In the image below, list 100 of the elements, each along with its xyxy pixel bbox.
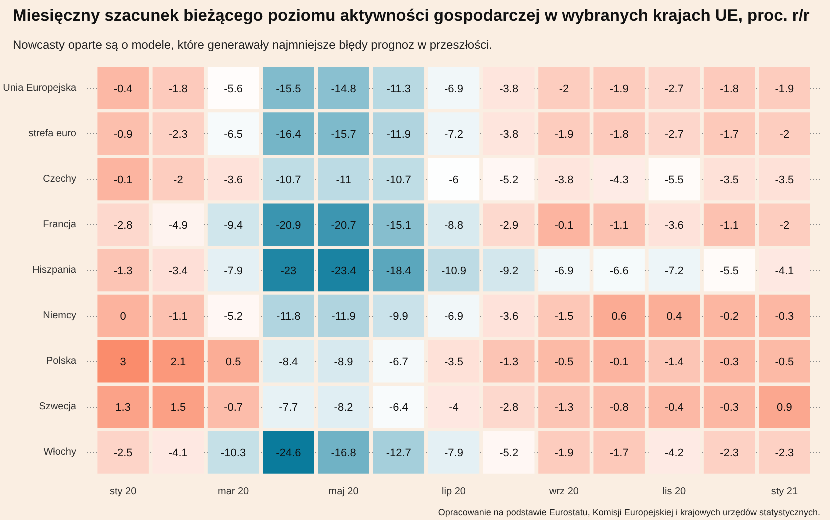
data-label: -6.9 [554,266,574,278]
data-label: -1.7 [720,128,740,141]
data-label: -14.8 [331,83,356,96]
text: Opracowanie na podstawie Eurostatu, Komisji Europejskiej i krajowych urzędów statystycznych. [438,508,820,518]
data-label: -1.1 [168,311,188,324]
data-label: -0.3 [720,356,740,369]
y-tick-label: Francja [43,219,77,230]
data-label: -0.3 [720,402,740,414]
data-label: -1.4 [664,356,684,369]
data-label: -0.9 [114,128,133,141]
data-label: -8.4 [279,356,298,369]
data-label: -1.5 [554,311,574,324]
data-label: -3.6 [664,220,684,232]
data-label: -1.8 [720,83,740,96]
data-label: -3.8 [500,83,519,96]
data-label: -3.5 [720,174,740,186]
data-label: -3.6 [500,311,519,324]
data-label: 0.6 [612,311,627,324]
data-label: -1.3 [114,266,133,278]
data-label: -7.7 [279,402,298,414]
data-label: -5.2 [500,174,519,186]
data-label: -11.9 [332,311,356,324]
data-label: 1.5 [170,402,186,414]
data-label: -24.6 [276,448,302,460]
data-label: -1.7 [610,448,629,460]
data-label: -2.8 [500,402,519,414]
data-label: -0.3 [775,311,794,324]
chart-subtitle: Nowcasty oparte są o modele, które generawały najmniejsze błędy prognoz w przeszłości. [13,37,493,54]
x-tick-label: sty 20 [110,486,138,498]
data-label: -2 [174,174,184,186]
data-label: -6.6 [610,266,629,278]
data-label: -1.8 [168,83,188,96]
x-tick-label: wrz 20 [548,486,580,498]
data-label: -9.2 [500,266,519,278]
data-label: -8.2 [334,402,354,414]
data-label: -6.7 [389,356,408,369]
data-label: -16.4 [276,128,302,141]
data-label: -4.1 [168,448,188,460]
data-label: -2.5 [114,448,133,460]
data-label: -10.7 [276,174,302,186]
data-label: -5.5 [664,174,684,186]
data-label: -6.5 [224,128,244,141]
data-label: -7.2 [664,266,684,278]
data-label: -2.8 [114,220,133,232]
x-tick-label: mar 20 [218,486,250,498]
data-label: -0.5 [775,356,794,369]
y-tick-label: Polska [46,356,77,368]
data-label: -16.8 [331,448,356,460]
data-label: -4.2 [664,448,684,460]
data-label: -0.4 [664,402,684,414]
data-label: -10.9 [441,266,467,278]
x-tick-label: lip 20 [442,486,466,498]
data-label: -10.7 [386,174,412,186]
data-label: -3.5 [775,174,794,186]
x-tick-label: lis 20 [662,486,687,498]
data-label: -1.9 [775,83,794,96]
x-tick-label: sty 21 [771,486,798,498]
y-tick-label: Hiszpania [32,265,77,276]
data-label: -9.4 [224,220,244,232]
data-label: -12.7 [386,448,412,460]
data-label: -2 [559,83,570,96]
data-label: -4 [449,402,459,414]
y-tick-label: Niemcy [43,310,77,322]
data-label: -10.3 [221,448,246,460]
data-label: -1.9 [610,83,629,96]
data-label: -0.7 [224,402,244,414]
data-label: -8.9 [334,356,354,369]
chart-title: Miesięczny szacunek bieżącego poziomu aktywności gospodarczej w wybranych krajach UE, proc. r/r [13,6,810,27]
data-label: 0.5 [226,356,242,369]
data-label: -11.9 [386,128,412,141]
data-label: -5.2 [224,311,244,324]
data-label: -11.8 [276,311,301,324]
data-label: -1.1 [720,220,740,232]
data-label: -0.8 [610,402,629,414]
data-label: -11.3 [386,83,412,96]
data-label: -0.2 [720,311,740,324]
data-label: -6 [449,174,459,186]
data-label: -23.4 [331,266,356,278]
data-label: -6.9 [444,311,464,324]
data-label: -6.4 [389,402,408,414]
data-label: -23 [280,266,297,278]
data-label: -1.3 [500,356,519,369]
data-label: -3.8 [500,128,519,141]
data-label: -15.1 [386,220,412,232]
y-tick-label: Czechy [43,174,77,185]
data-label: -1.1 [610,220,629,232]
y-tick-label: strefa euro [28,128,77,140]
data-label: -5.6 [224,83,244,96]
data-label: -2.3 [168,128,188,141]
data-label: -1.3 [554,402,574,414]
data-label: -4.3 [610,174,629,186]
data-label: -6.9 [444,83,464,96]
data-label: -7.2 [444,128,464,141]
data-label: -3.8 [554,174,574,186]
data-label: -2 [780,220,790,232]
data-label: -2.9 [500,220,519,232]
data-label: -3.5 [444,356,464,369]
data-label: -9.9 [389,311,408,324]
data-label: -0.1 [554,220,574,232]
data-label: -8.8 [444,220,464,232]
